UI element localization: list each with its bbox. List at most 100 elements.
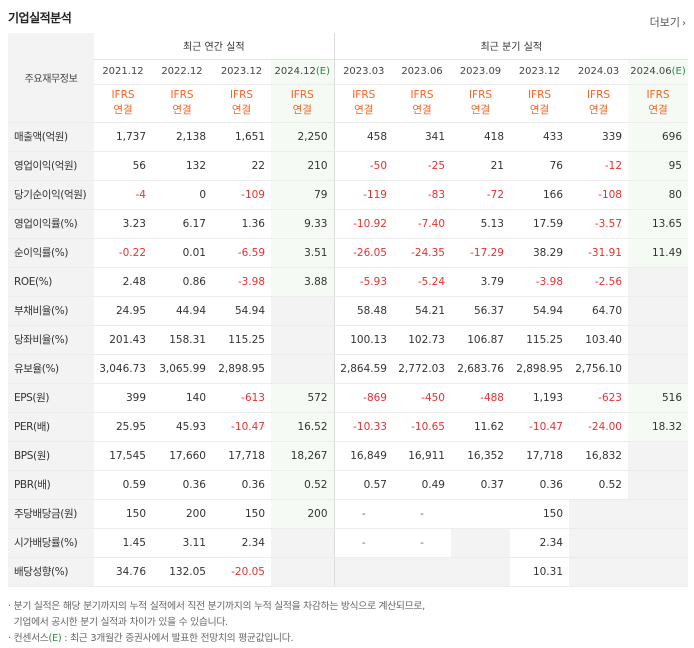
ifrs-basis-link[interactable]: IFRS 연결 — [628, 84, 688, 123]
ifrs-label[interactable]: IFRS — [468, 89, 493, 101]
table-cell: 64.70 — [569, 296, 628, 326]
period-header: 2023.09 — [451, 59, 510, 85]
table-cell — [271, 296, 334, 326]
section-title: 기업실적분석 — [8, 11, 72, 25]
ifrs-label[interactable]: IFRS — [170, 89, 194, 101]
financial-summary-table: 주요재무정보 최근 연간 실적 최근 분기 실적 2021.12 2022.12 2… — [8, 33, 688, 587]
ifrs-basis-link[interactable]: IFRS 연결 — [94, 84, 152, 123]
table-cell: 1.36 — [212, 208, 271, 239]
table-cell: -72 — [451, 180, 510, 210]
more-link-label[interactable]: 더보기 — [649, 16, 680, 29]
table-cell: -5.24 — [393, 267, 451, 297]
table-cell: 0.36 — [212, 470, 271, 500]
table-cell — [271, 354, 334, 384]
table-cell: 18,267 — [271, 441, 334, 471]
footnote-1-cont: 기업에서 공시한 분기 실적과 차이가 있을 수 있습니다. — [8, 615, 688, 631]
table-cell — [393, 557, 451, 587]
table-cell: 16,911 — [393, 441, 451, 471]
consolidated-label[interactable]: 연결 — [292, 104, 312, 116]
period-label: 2023.12 — [220, 66, 263, 77]
table-cell: 16,832 — [569, 441, 628, 471]
table-cell: 16.52 — [271, 412, 334, 442]
consolidated-label[interactable]: 연결 — [588, 104, 609, 116]
table-row: 배당성향(%) 34.76 132.05 -20.05 10.31 — [8, 557, 688, 587]
consolidated-label[interactable]: 연결 — [412, 104, 432, 116]
table-cell: 0.36 — [510, 470, 569, 500]
table-cell: - — [393, 528, 451, 558]
more-link[interactable]: 더보기 › — [650, 14, 686, 30]
row-label: PER(배) — [8, 412, 94, 442]
table-cell: -623 — [569, 382, 628, 413]
table-cell: 115.25 — [212, 325, 271, 355]
consolidated-label[interactable]: 연결 — [172, 104, 192, 116]
consolidated-label[interactable]: 연결 — [113, 104, 133, 116]
table-cell: -26.05 — [333, 238, 393, 268]
table-cell: 24.95 — [94, 296, 152, 326]
table-cell — [628, 498, 688, 529]
period-label: 2022.12 — [161, 66, 203, 77]
ifrs-basis-link[interactable]: IFRS 연결 — [152, 84, 212, 123]
table-cell: -5.93 — [333, 267, 393, 297]
table-cell: 210 — [271, 151, 334, 181]
consolidated-label[interactable]: 연결 — [231, 104, 252, 116]
table-cell: -10.33 — [333, 412, 393, 442]
ifrs-label[interactable]: IFRS — [527, 89, 552, 101]
consolidated-label[interactable]: 연결 — [529, 104, 550, 116]
period-header: 2021.12 — [94, 59, 152, 85]
ifrs-label[interactable]: IFRS — [290, 89, 314, 101]
table-cell: 115.25 — [510, 325, 569, 355]
table-cell: 1,193 — [510, 382, 569, 413]
table-row: PBR(배) 0.59 0.36 0.36 0.52 0.57 0.49 0.37 0.36 0.… — [8, 470, 688, 500]
period-label: 2023.12 — [518, 66, 561, 77]
table-cell: 13.65 — [628, 208, 688, 239]
table-cell: 150 — [212, 498, 271, 529]
ifrs-label[interactable]: IFRS — [229, 89, 254, 101]
table-cell: 54.94 — [510, 296, 569, 326]
corner-label: 주요재무정보 — [8, 33, 94, 123]
footnote-1: · 분기 실적은 해당 분기까지의 누적 실적에서 직전 분기까지의 누적 실적… — [8, 601, 425, 612]
ifrs-basis-link[interactable]: IFRS 연결 — [271, 84, 334, 123]
table-row: 영업이익률(%) 3.23 6.17 1.36 9.33 -10.92 -7.40 5.13 1… — [8, 208, 688, 239]
table-cell: -24.35 — [393, 238, 451, 268]
table-cell: 17,660 — [152, 441, 212, 471]
ifrs-label[interactable]: IFRS — [586, 89, 611, 101]
consolidated-label[interactable]: 연결 — [354, 104, 374, 116]
ifrs-label[interactable]: IFRS — [410, 89, 434, 101]
ifrs-basis-link[interactable]: IFRS 연결 — [333, 84, 393, 123]
table-cell: 2,756.10 — [569, 354, 628, 384]
footnotes: · 분기 실적은 해당 분기까지의 누적 실적에서 직전 분기까지의 누적 실적… — [8, 599, 688, 647]
table-cell: 54.21 — [393, 296, 451, 326]
table-cell: 150 — [510, 498, 569, 529]
ifrs-basis-link[interactable]: IFRS 연결 — [569, 84, 628, 123]
table-row: 당좌비율(%) 201.43 158.31 115.25 100.13 102.73 106… — [8, 325, 688, 355]
table-cell: -4 — [94, 180, 152, 210]
ifrs-label[interactable]: IFRS — [111, 89, 135, 101]
ifrs-label[interactable]: IFRS — [646, 89, 670, 101]
row-label: PBR(배) — [8, 470, 94, 500]
table-cell: -3.98 — [510, 267, 569, 297]
table-cell: -10.47 — [212, 412, 271, 442]
row-label: 매출액(억원) — [8, 122, 94, 152]
ifrs-basis-link[interactable]: IFRS 연결 — [451, 84, 510, 123]
ifrs-basis-link[interactable]: IFRS 연결 — [393, 84, 451, 123]
table-cell: 458 — [333, 122, 393, 152]
ifrs-basis-link[interactable]: IFRS 연결 — [212, 84, 271, 123]
table-cell: 18.32 — [628, 412, 688, 442]
table-cell: 200 — [152, 498, 212, 529]
row-label: 유보율(%) — [8, 354, 94, 384]
consolidated-label[interactable]: 연결 — [470, 104, 491, 116]
row-label: 영업이익(억원) — [8, 151, 94, 181]
table-cell: 79 — [271, 180, 334, 210]
table-cell: -50 — [333, 151, 393, 181]
table-cell — [271, 557, 334, 587]
table-cell: 3,046.73 — [94, 354, 152, 384]
consolidated-label[interactable]: 연결 — [648, 104, 668, 116]
table-cell: 16,352 — [451, 441, 510, 471]
ifrs-basis-link[interactable]: IFRS 연결 — [510, 84, 569, 123]
table-cell: 2,683.76 — [451, 354, 510, 384]
table-cell: 1,651 — [212, 122, 271, 152]
table-cell: -17.29 — [451, 238, 510, 268]
table-cell: 106.87 — [451, 325, 510, 355]
ifrs-label[interactable]: IFRS — [352, 89, 376, 101]
table-cell: 696 — [628, 122, 688, 152]
